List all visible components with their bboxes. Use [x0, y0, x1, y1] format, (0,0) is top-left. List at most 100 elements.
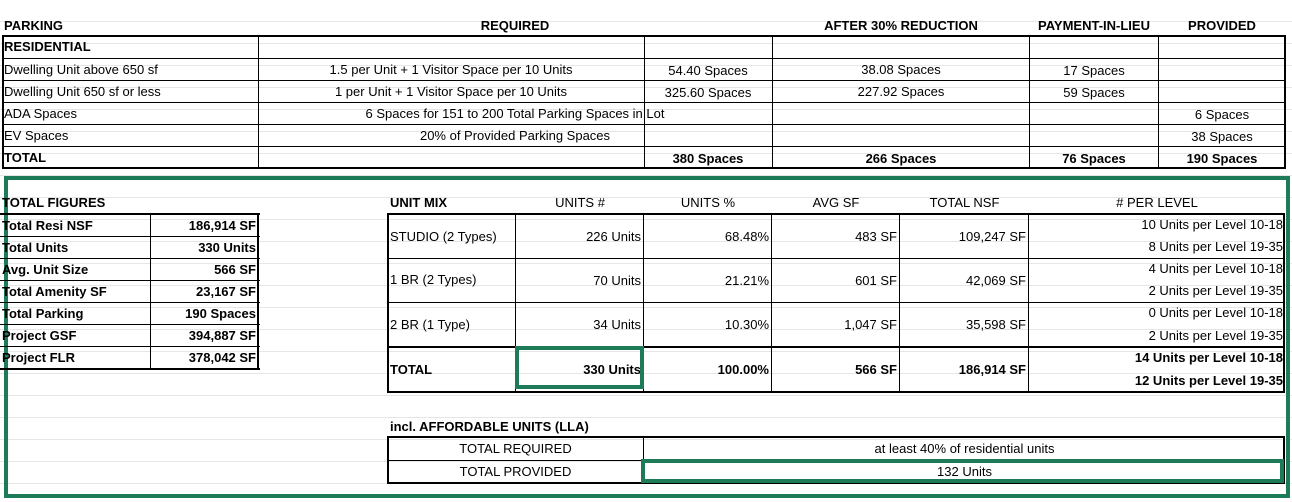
table-border — [0, 302, 260, 303]
provided-header[interactable]: PROVIDED — [1188, 18, 1256, 33]
per-level-header[interactable]: # PER LEVEL — [1116, 195, 1198, 210]
unit-avg-sf[interactable]: 1,047 SF — [844, 317, 897, 332]
figure-value[interactable]: 190 Spaces — [185, 306, 256, 321]
per-level-line[interactable]: 8 Units per Level 19-35 — [1148, 239, 1283, 254]
unit-total-nsf[interactable]: 109,247 SF — [958, 229, 1026, 244]
after-reduction-header[interactable]: AFTER 30% REDUCTION — [824, 18, 978, 33]
table-row-pil[interactable]: 59 Spaces — [1063, 85, 1125, 100]
table-border — [771, 213, 772, 392]
residential-section[interactable]: RESIDENTIAL — [4, 39, 91, 54]
figure-value[interactable]: 23,167 SF — [196, 284, 256, 299]
table-row-after[interactable]: 227.92 Spaces — [857, 84, 945, 99]
unit-count[interactable]: 34 Units — [593, 317, 641, 332]
per-level-total-line[interactable]: 12 Units per Level 19-35 — [1134, 373, 1283, 388]
unit-mix-total-pct[interactable]: 100.00% — [717, 362, 769, 377]
figure-label[interactable]: Project FLR — [2, 350, 75, 365]
unit-mix-total-units[interactable]: 330 Units — [583, 362, 641, 377]
unit-mix-header[interactable]: UNIT MIX — [390, 195, 448, 210]
payment-in-lieu-header[interactable]: PAYMENT-IN-LIEU — [1038, 18, 1150, 33]
avg-sf-header[interactable]: AVG SF — [812, 195, 860, 210]
table-row-after[interactable]: 38.08 Spaces — [861, 62, 941, 77]
unit-type[interactable]: 1 BR (2 Types) — [390, 272, 477, 287]
unit-total-nsf[interactable]: 42,069 SF — [966, 273, 1026, 288]
figure-label[interactable]: Total Units — [2, 240, 69, 255]
affordable-required-label[interactable]: TOTAL REQUIRED — [459, 441, 572, 456]
table-border — [387, 213, 389, 393]
per-level-line[interactable]: 2 Units per Level 19-35 — [1148, 283, 1283, 298]
affordable-provided-label[interactable]: TOTAL PROVIDED — [459, 464, 572, 479]
unit-pct[interactable]: 10.30% — [724, 317, 769, 332]
table-border — [387, 391, 1285, 393]
unit-mix-total-nsf[interactable]: 186,914 SF — [958, 362, 1026, 377]
required-header[interactable]: REQUIRED — [480, 18, 550, 33]
table-border — [387, 302, 1285, 303]
table-row-required[interactable]: 54.40 Spaces — [668, 63, 748, 78]
units-pct-header[interactable]: UNITS % — [680, 195, 736, 210]
table-row-rule[interactable]: 1 per Unit + 1 Visitor Space per 10 Unit… — [334, 84, 568, 99]
figure-value[interactable]: 394,887 SF — [188, 328, 256, 343]
table-border — [515, 213, 516, 392]
figure-value[interactable]: 378,042 SF — [188, 350, 256, 365]
unit-avg-sf[interactable]: 483 SF — [855, 229, 897, 244]
parking-total-pil[interactable]: 76 Spaces — [1062, 151, 1126, 166]
unit-mix-total-avg[interactable]: 566 SF — [855, 362, 897, 377]
table-row-required[interactable]: 325.60 Spaces — [664, 85, 752, 100]
per-level-line[interactable]: 10 Units per Level 10-18 — [1141, 217, 1283, 232]
table-border — [643, 213, 644, 392]
table-border — [387, 213, 1285, 215]
table-row-rule[interactable]: 1.5 per Unit + 1 Visitor Space per 10 Un… — [329, 62, 573, 77]
unit-pct[interactable]: 68.48% — [724, 229, 769, 244]
per-level-line[interactable]: 2 Units per Level 19-35 — [1148, 328, 1283, 343]
table-border — [0, 346, 260, 347]
per-level-line[interactable]: 4 Units per Level 10-18 — [1148, 261, 1283, 276]
per-level-line[interactable]: 0 Units per Level 10-18 — [1148, 305, 1283, 320]
parking-total-required[interactable]: 380 Spaces — [672, 151, 744, 166]
total-nsf-header[interactable]: TOTAL NSF — [929, 195, 1000, 210]
figure-label[interactable]: Total Amenity SF — [2, 284, 107, 299]
unit-count[interactable]: 226 Units — [586, 229, 641, 244]
parking-header[interactable]: PARKING — [4, 18, 63, 33]
unit-type[interactable]: STUDIO (2 Types) — [390, 229, 497, 244]
affordable-required-value[interactable]: at least 40% of residential units — [874, 441, 1055, 456]
parking-total-label[interactable]: TOTAL — [4, 150, 47, 165]
units-count-header[interactable]: UNITS # — [555, 195, 605, 210]
table-row-provided[interactable]: 38 Spaces — [1191, 129, 1253, 144]
table-border — [899, 213, 900, 392]
total-figures-title[interactable]: TOTAL FIGURES — [2, 195, 106, 210]
table-border — [257, 213, 259, 370]
table-row-rule[interactable]: 6 Spaces for 151 to 200 Total Parking Sp… — [365, 106, 665, 121]
figure-label[interactable]: Avg. Unit Size — [2, 262, 89, 277]
figure-value[interactable]: 186,914 SF — [188, 218, 256, 233]
table-row-pil[interactable]: 17 Spaces — [1063, 63, 1125, 78]
table-border — [1028, 213, 1029, 392]
affordable-provided-value[interactable]: 132 Units — [937, 464, 992, 479]
table-border — [2, 35, 4, 169]
figure-value[interactable]: 330 Units — [198, 240, 256, 255]
table-border — [387, 346, 1285, 348]
unit-total-nsf[interactable]: 35,598 SF — [966, 317, 1026, 332]
figure-label[interactable]: Project GSF — [2, 328, 77, 343]
table-row-label[interactable]: ADA Spaces — [4, 106, 77, 121]
figure-value[interactable]: 566 SF — [214, 262, 256, 277]
table-row-label[interactable]: EV Spaces — [4, 128, 69, 143]
per-level-total-line[interactable]: 14 Units per Level 10-18 — [1134, 350, 1283, 365]
unit-pct[interactable]: 21.21% — [724, 273, 769, 288]
parking-total-after[interactable]: 266 Spaces — [865, 151, 937, 166]
affordable-title[interactable]: incl. AFFORDABLE UNITS (LLA) — [390, 419, 589, 434]
unit-avg-sf[interactable]: 601 SF — [855, 273, 897, 288]
figure-label[interactable]: Total Resi NSF — [2, 218, 93, 233]
table-row-label[interactable]: Dwelling Unit above 650 sf — [4, 62, 158, 77]
table-border — [258, 35, 259, 168]
table-row-label[interactable]: Dwelling Unit 650 sf or less — [4, 84, 161, 99]
table-border — [387, 482, 1285, 484]
figure-label[interactable]: Total Parking — [2, 306, 84, 321]
unit-count[interactable]: 70 Units — [593, 273, 641, 288]
table-border — [1283, 436, 1285, 484]
table-row-provided[interactable]: 6 Spaces — [1194, 107, 1250, 122]
affordable-provided-highlight — [641, 459, 1284, 483]
parking-total-provided[interactable]: 190 Spaces — [1186, 151, 1258, 166]
table-row-rule[interactable]: 20% of Provided Parking Spaces — [419, 128, 611, 143]
unit-type[interactable]: 2 BR (1 Type) — [390, 317, 470, 332]
unit-mix-total-label[interactable]: TOTAL — [390, 362, 433, 377]
table-border — [0, 213, 260, 215]
